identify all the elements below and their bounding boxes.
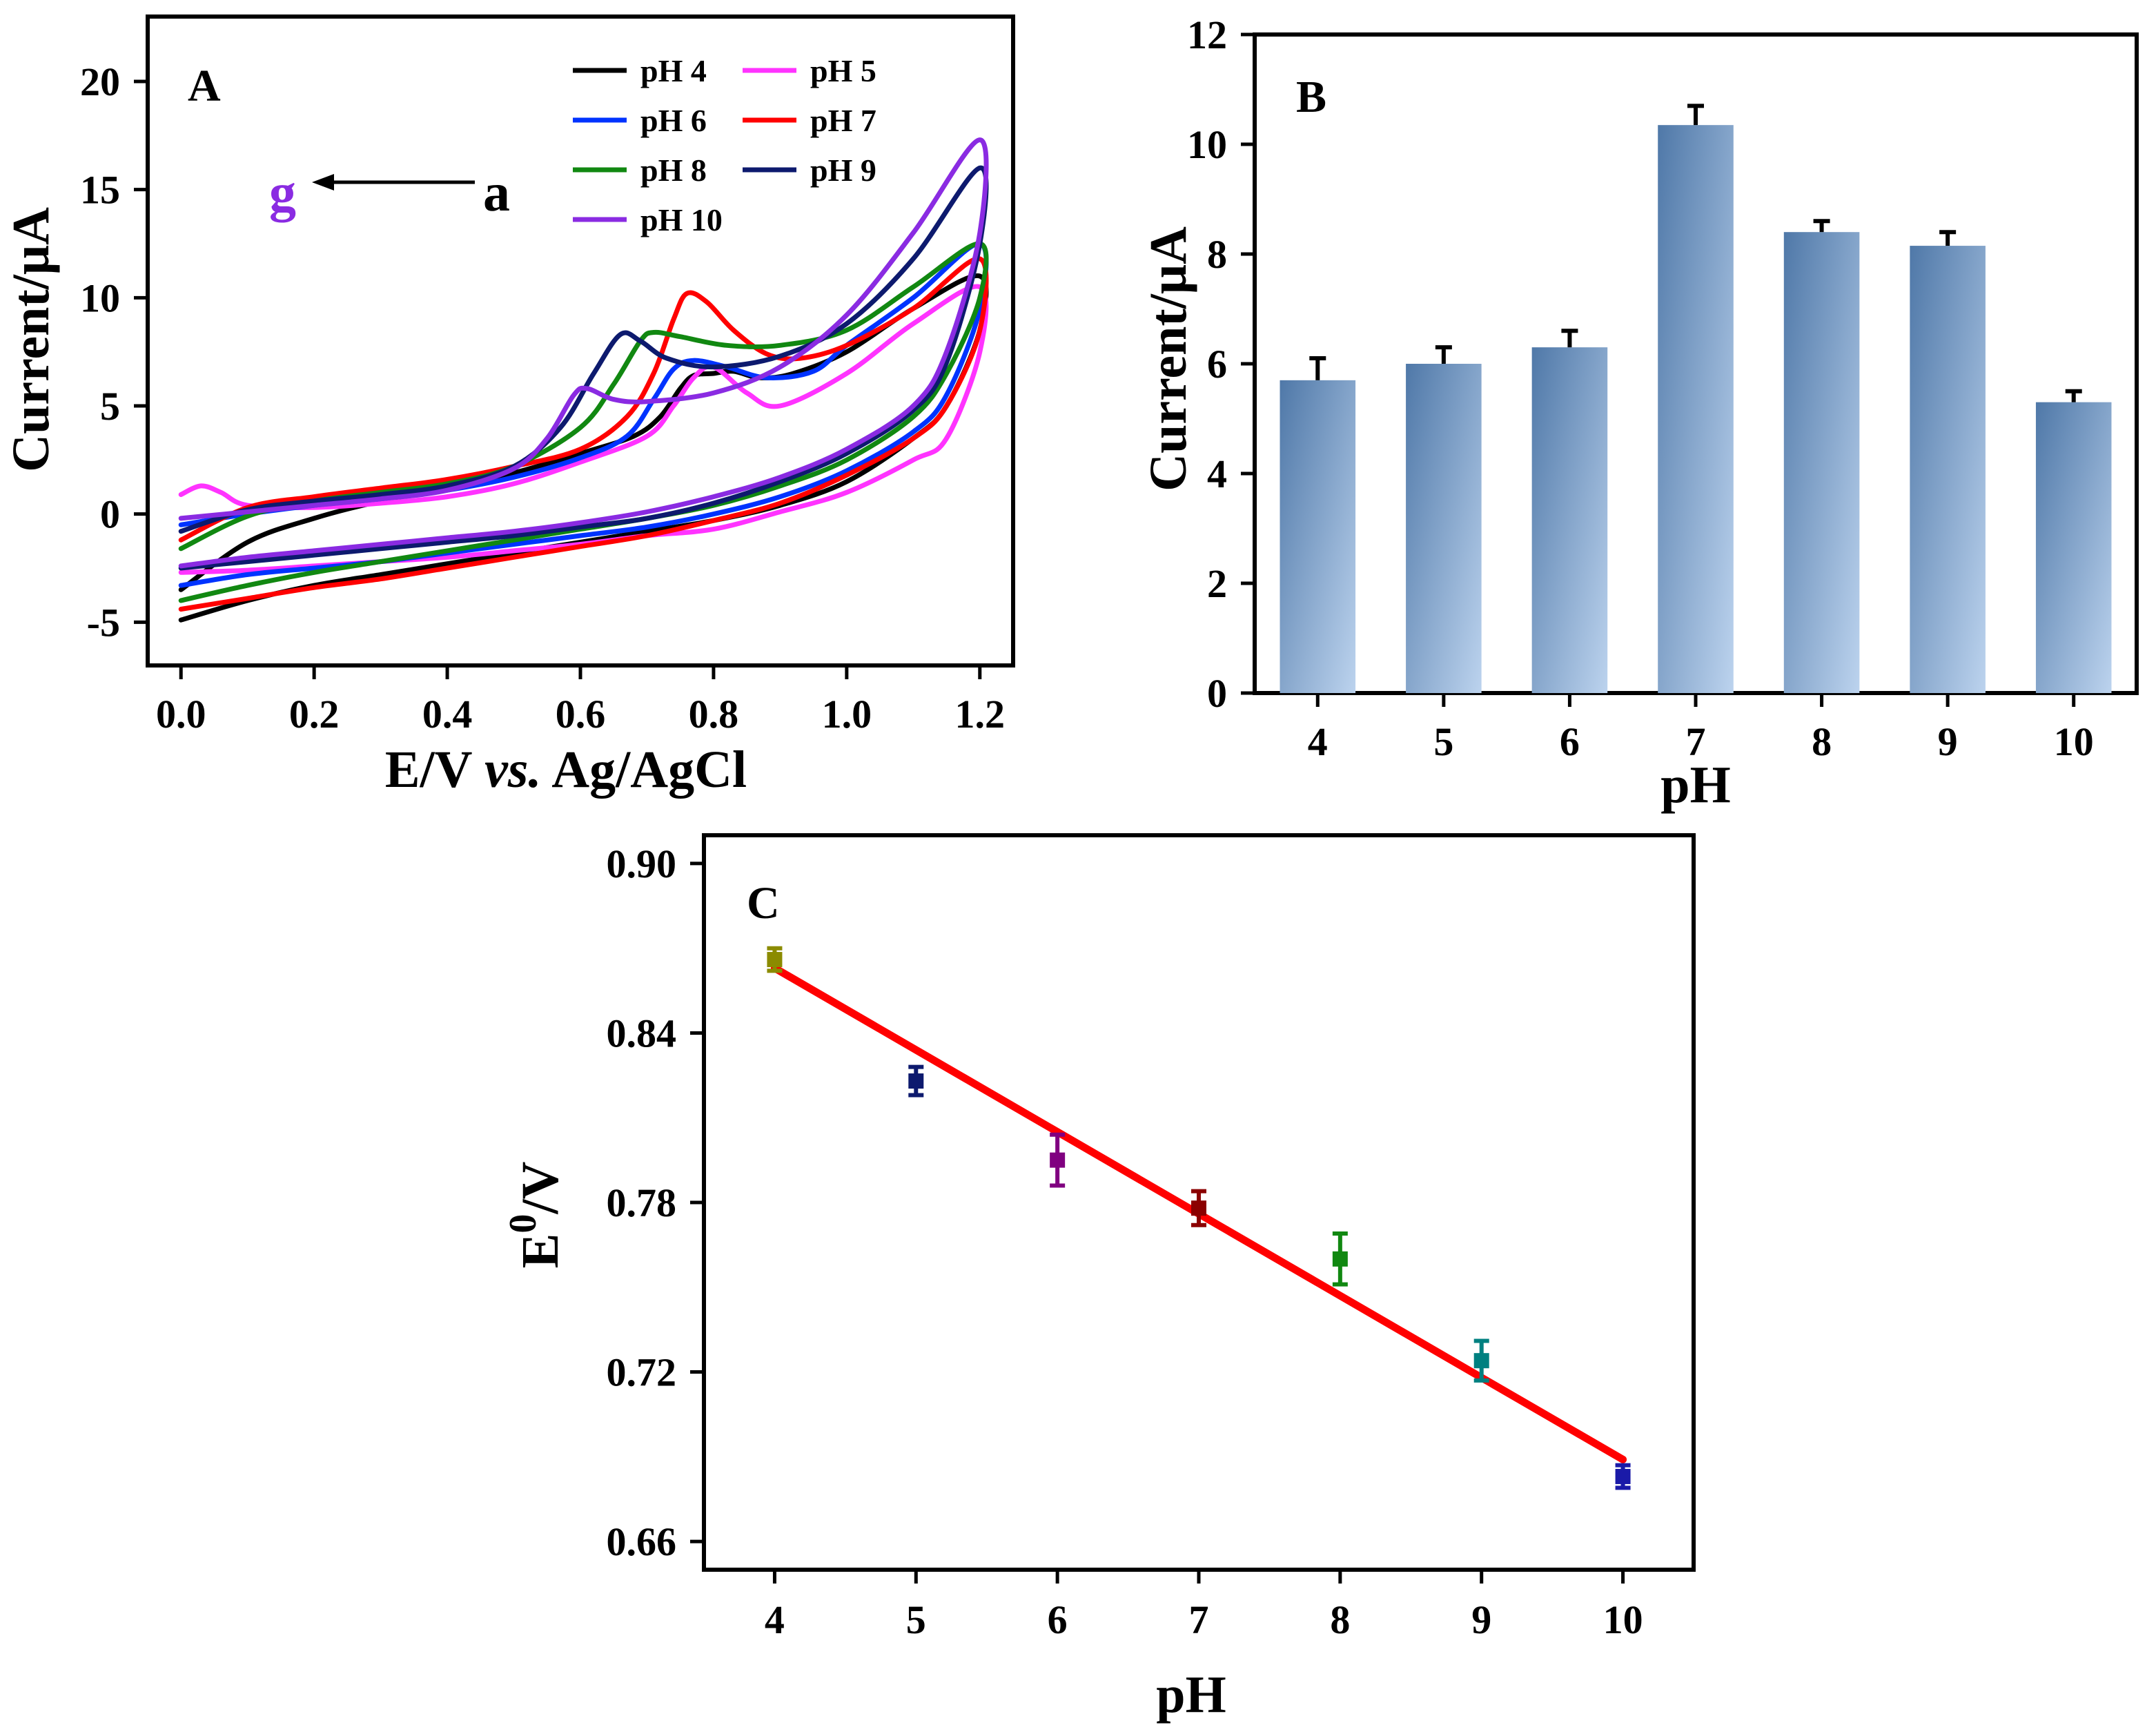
legend-label: pH 8 bbox=[640, 153, 707, 188]
c-ytick-label: 0.90 bbox=[607, 841, 677, 886]
panel-c-xlabel: pH bbox=[1156, 1666, 1226, 1724]
point-ph-7 bbox=[1191, 1200, 1206, 1216]
panel-c: C 4 5 6 7 8 9 10 0.66 0.72 0.78 0.84 0.90 E0/V pH bbox=[502, 833, 1696, 1724]
cv-curve-ph-10 bbox=[178, 137, 989, 569]
annotation-end-label: a bbox=[483, 162, 510, 222]
panel-b-xlabel: pH bbox=[1660, 756, 1730, 814]
b-ytick-label: 12 bbox=[1187, 12, 1227, 57]
c-ytick-label: 0.84 bbox=[607, 1011, 677, 1055]
c-xtick-label: 8 bbox=[1330, 1597, 1350, 1642]
b-xtick-label: 5 bbox=[1433, 719, 1453, 764]
c-xtick-label: 6 bbox=[1048, 1597, 1068, 1642]
panel-c-ylabel: E0/V bbox=[502, 1162, 569, 1269]
c-ytick-label: 0.78 bbox=[607, 1180, 677, 1225]
c-xtick-label: 9 bbox=[1471, 1597, 1491, 1642]
panel-a-curves bbox=[178, 137, 989, 623]
bar-ph-6 bbox=[1531, 347, 1608, 693]
bar-ph-5 bbox=[1406, 364, 1482, 693]
c-xtick-label: 4 bbox=[765, 1597, 785, 1642]
legend-label: pH 9 bbox=[810, 153, 876, 188]
a-xtick-label: 1.2 bbox=[955, 692, 1006, 737]
point-ph-6 bbox=[1050, 1152, 1066, 1168]
b-ytick-label: 2 bbox=[1207, 561, 1227, 606]
b-xtick-label: 10 bbox=[2054, 719, 2094, 764]
panel-a-letter: A bbox=[188, 61, 221, 111]
point-ph-9 bbox=[1473, 1353, 1489, 1369]
panel-b: B 0 2 4 6 8 10 12 4 5 6 7 8 9 10 Current/μA pH bbox=[1139, 12, 2139, 814]
a-xtick-label: 0.6 bbox=[556, 692, 606, 737]
legend-label: pH 6 bbox=[640, 103, 707, 138]
panel-c-points bbox=[767, 946, 1631, 1490]
panel-b-ylabel: Current/μA bbox=[1139, 226, 1197, 491]
c-ytick-label: 0.66 bbox=[607, 1519, 677, 1564]
a-xtick-label: 1.0 bbox=[822, 692, 872, 737]
panel-b-letter: B bbox=[1296, 72, 1326, 122]
c-xtick-label: 10 bbox=[1603, 1597, 1643, 1642]
legend-label: pH 4 bbox=[640, 53, 707, 88]
a-xtick-label: 0.4 bbox=[422, 692, 473, 737]
bar-ph-10 bbox=[2035, 402, 2112, 693]
b-xtick-label: 7 bbox=[1686, 719, 1706, 764]
b-ytick-label: 6 bbox=[1207, 342, 1227, 387]
c-ytick-label: 0.72 bbox=[607, 1350, 677, 1395]
b-ytick-label: 10 bbox=[1187, 122, 1227, 167]
annotation-arrow-head bbox=[312, 174, 334, 191]
legend-label: pH 10 bbox=[640, 202, 723, 237]
panel-b-bars bbox=[1280, 104, 2112, 694]
a-ytick-label: 10 bbox=[80, 275, 120, 320]
c-xtick-label: 7 bbox=[1189, 1597, 1209, 1642]
bar-ph-7 bbox=[1658, 125, 1734, 694]
panel-a-ylabel: Current/μA bbox=[2, 207, 60, 472]
point-ph-4 bbox=[767, 952, 783, 968]
point-ph-8 bbox=[1332, 1251, 1348, 1267]
panel-c-ticks: 4 5 6 7 8 9 10 0.66 0.72 0.78 0.84 0.90 bbox=[607, 841, 1643, 1642]
panel-a-ticks: 0.0 0.2 0.4 0.6 0.8 1.0 1.2 -5 0 5 10 15 20 bbox=[80, 59, 1005, 737]
point-ph-5 bbox=[908, 1073, 924, 1089]
annotation-start-label: g bbox=[269, 162, 296, 222]
a-ytick-label: 15 bbox=[80, 168, 120, 213]
legend-label: pH 7 bbox=[810, 103, 876, 138]
cv-curve-ph-5 bbox=[178, 284, 989, 575]
b-ytick-label: 4 bbox=[1207, 451, 1227, 496]
a-ytick-label: 5 bbox=[100, 384, 120, 429]
point-ph-10 bbox=[1615, 1468, 1631, 1484]
legend-label: pH 5 bbox=[810, 53, 876, 88]
a-xtick-label: 0.2 bbox=[289, 692, 340, 737]
a-ytick-label: -5 bbox=[87, 600, 120, 645]
panel-b-ticks: 0 2 4 6 8 10 12 4 5 6 7 8 9 10 bbox=[1187, 12, 2094, 764]
b-xtick-label: 8 bbox=[1812, 719, 1832, 764]
a-xtick-label: 0.8 bbox=[689, 692, 739, 737]
bar-ph-4 bbox=[1280, 380, 1356, 693]
c-xtick-label: 5 bbox=[906, 1597, 926, 1642]
panel-c-letter: C bbox=[747, 878, 780, 928]
panel-a-legend: pH 4 pH 5 pH 6 pH 7 pH 8 pH 9 pH 10 bbox=[573, 53, 876, 237]
b-xtick-label: 9 bbox=[1938, 719, 1958, 764]
a-ytick-label: 0 bbox=[100, 492, 120, 537]
b-xtick-label: 6 bbox=[1560, 719, 1580, 764]
a-ytick-label: 20 bbox=[80, 59, 120, 104]
b-ytick-label: 0 bbox=[1207, 671, 1227, 716]
bar-ph-9 bbox=[1910, 246, 1986, 693]
panel-a-xlabel: E/V vs. Ag/AgCl bbox=[385, 741, 747, 799]
a-xtick-label: 0.0 bbox=[156, 692, 206, 737]
b-ytick-label: 8 bbox=[1207, 232, 1227, 277]
bar-ph-8 bbox=[1783, 232, 1860, 693]
b-xtick-label: 4 bbox=[1308, 719, 1328, 764]
